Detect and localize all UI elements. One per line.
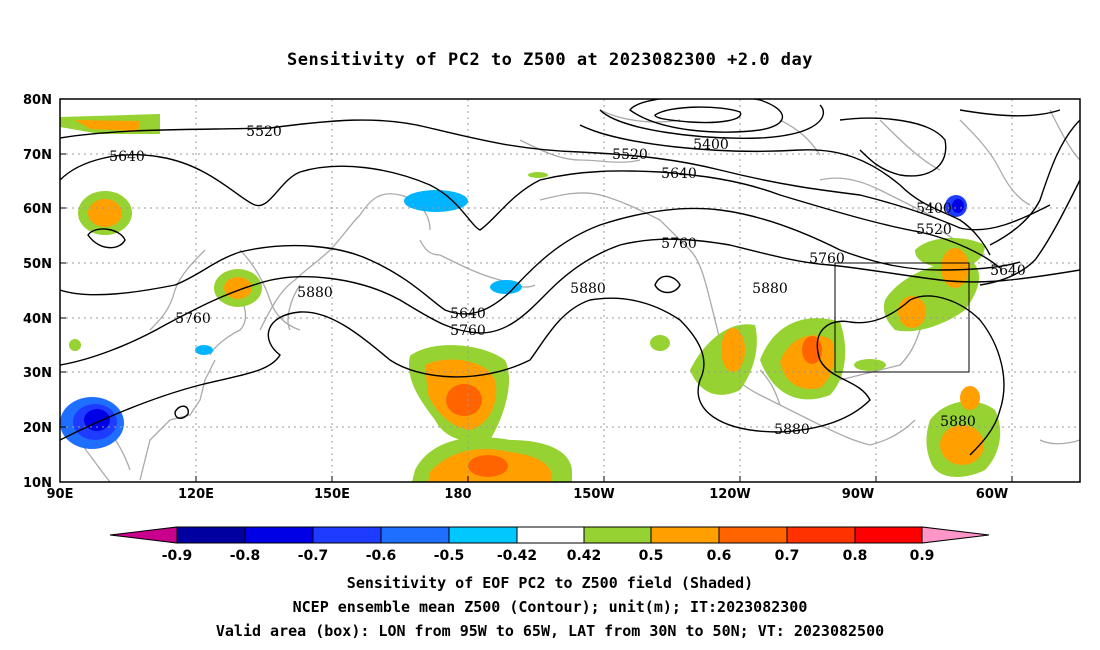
colorbar-segment: [244, 526, 314, 544]
lon-label: 180: [444, 487, 471, 502]
contour-label: 5400: [693, 137, 729, 153]
contour-label: 5880: [752, 281, 788, 297]
valid-area-box: [834, 262, 970, 373]
lon-label: 150W: [573, 487, 614, 502]
gridlines: [60, 99, 1080, 482]
contour-label: 5640: [661, 166, 697, 182]
plot-frame: [59, 98, 1081, 483]
lat-label: 40N: [23, 312, 52, 327]
caption-valid-area: Valid area (box): LON from 95W to 65W, L…: [215, 622, 885, 640]
lat-label: 20N: [23, 421, 52, 436]
colorbar-segment: [516, 526, 585, 544]
contour-label: 5400: [916, 201, 952, 217]
lon-label: 150E: [314, 487, 350, 502]
colorbar-segment: [176, 526, 246, 544]
colorbar-label: -0.7: [298, 548, 329, 564]
lon-label: 120W: [709, 487, 750, 502]
lat-label: 30N: [23, 366, 52, 381]
contour-label: 5640: [990, 263, 1026, 279]
lat-label: 50N: [23, 257, 52, 272]
colorbar-low-triangle: [109, 526, 178, 544]
contour-label-group: 5520 5640 5400 5520 5640 5400 5520 5760 …: [109, 124, 1026, 438]
latitude-labels: 80N 70N 60N 50N 40N 30N 20N 10N: [23, 93, 52, 491]
colorbar-segment: [786, 526, 856, 544]
contour-label: 5880: [774, 422, 810, 438]
shaded-sensitivity: [60, 114, 1001, 482]
colorbar-label: -0.42: [497, 548, 537, 564]
contour-label: 5760: [661, 236, 697, 252]
colorbar-label: 0.6: [707, 548, 732, 564]
map-title: Sensitivity of PC2 to Z500 at 2023082300…: [286, 50, 813, 70]
lat-label: 10N: [23, 476, 52, 491]
colorbar-label: -0.9: [162, 548, 193, 564]
caption-shaded: Sensitivity of EOF PC2 to Z500 field (Sh…: [346, 574, 754, 592]
colorbar-segment: [312, 526, 382, 544]
contour-label: 5880: [297, 285, 333, 301]
colorbar-segment: [650, 526, 720, 544]
colorbar-label: -0.8: [230, 548, 261, 564]
lon-label: 90W: [842, 487, 874, 502]
contour-label: 5760: [809, 251, 845, 267]
lon-label: 60W: [976, 487, 1008, 502]
contour-label: 5880: [940, 414, 976, 430]
colorbar-segment: [448, 526, 518, 544]
lat-label: 60N: [23, 202, 52, 217]
lon-label: 90E: [47, 487, 74, 502]
lon-label: 120E: [178, 487, 214, 502]
colorbar: -0.9 -0.8 -0.7 -0.6 -0.5 -0.42 0.42 0.5 …: [109, 526, 990, 564]
colorbar-label: 0.42: [567, 548, 602, 564]
colorbar-label: 0.9: [910, 548, 935, 564]
contour-label: 5760: [450, 323, 486, 339]
colorbar-label: -0.6: [366, 548, 397, 564]
contour-label: 5640: [109, 149, 145, 165]
tick-marks: [60, 98, 1013, 483]
colorbar-label: -0.5: [434, 548, 465, 564]
colorbar-segment: [380, 526, 450, 544]
caption-contour: NCEP ensemble mean Z500 (Contour); unit(…: [292, 598, 808, 616]
contour-label: 5640: [450, 306, 486, 322]
contour-label: 5760: [175, 311, 211, 327]
contour-label: 5520: [246, 124, 282, 140]
colorbar-segment: [854, 526, 923, 544]
contour-label: 5520: [916, 222, 952, 238]
colorbar-segment: [583, 526, 652, 544]
lat-label: 80N: [23, 93, 52, 108]
colorbar-label: 0.7: [775, 548, 800, 564]
colorbar-high-triangle: [921, 526, 990, 544]
contour-label: 5520: [612, 147, 648, 163]
z500-contours: [60, 99, 1080, 456]
contour-label: 5880: [570, 281, 606, 297]
colorbar-label: 0.8: [843, 548, 868, 564]
colorbar-segment: [718, 526, 788, 544]
lat-label: 70N: [23, 148, 52, 163]
longitude-labels: 90E 120E 150E 180 150W 120W 90W 60W: [47, 487, 1009, 502]
colorbar-label: 0.5: [639, 548, 664, 564]
